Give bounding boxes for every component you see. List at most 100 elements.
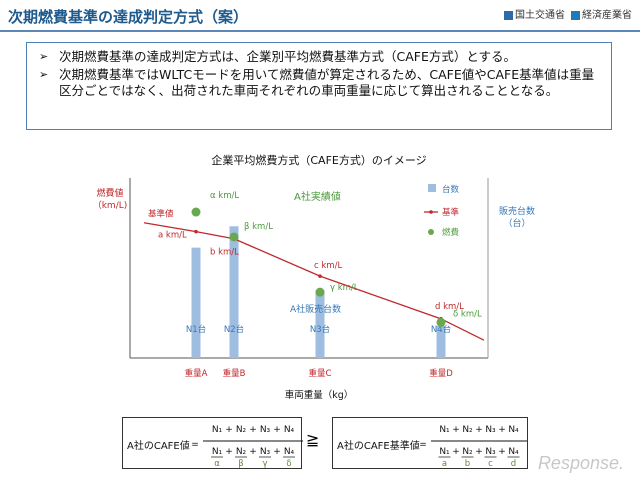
plus-sign: +: [225, 447, 233, 457]
summary-box: ➢ 次期燃費基準の達成判定方式は、企業別平均燃費基準方式（CAFE方式）とする。 …: [26, 42, 612, 130]
cafe-value-formula: A社のCAFE値 = N₁ N₁ α + + N₂ N₂ β + + N₃ N₃ γ + + N₄ N₄ δ: [122, 417, 303, 469]
denominator-term: N₃: [260, 447, 271, 457]
bullet-item: ➢ 次期燃費基準ではWLTCモードを用いて燃費値が算定されるため、CAFE値やCA…: [37, 67, 601, 99]
plus-sign: +: [452, 447, 460, 457]
bullet-item: ➢ 次期燃費基準の達成判定方式は、企業別平均燃費基準方式（CAFE方式）とする。: [37, 49, 601, 65]
plus-sign: +: [475, 425, 483, 435]
plus-sign: +: [249, 447, 257, 457]
plus-sign: +: [475, 447, 483, 457]
x-axis-label: 車両重量（kg）: [285, 389, 354, 401]
denominator-term: N₂: [236, 447, 247, 457]
plus-sign: +: [498, 447, 506, 457]
fuel-point: [191, 207, 201, 217]
legend-bar-swatch: [428, 184, 436, 192]
bullet-text: 次期燃費基準の達成判定方式は、企業別平均燃費基準方式（CAFE方式）とする。: [59, 49, 516, 64]
y-axis-right-label: 販売台数: [499, 205, 535, 217]
greater-equal-sign: ≧: [306, 430, 320, 449]
numerator-term: N₂: [236, 425, 247, 435]
standard-label: a km/L: [158, 231, 187, 241]
header: 次期燃費基準の達成判定方式（案） 国土交通省 経済産業省: [0, 0, 640, 36]
denominator-term: N₁: [439, 447, 450, 457]
numerator-term: N₄: [284, 425, 295, 435]
category-label: 重量A: [185, 368, 208, 379]
bar-label: N3台: [310, 324, 330, 335]
legend-point-swatch: [428, 229, 434, 235]
plus-sign: +: [249, 425, 257, 435]
standard-label: b km/L: [210, 248, 239, 258]
fuel-point-label: γ km/L: [330, 283, 359, 293]
fuel-point-label: β km/L: [244, 222, 273, 232]
meti-logo: 経済産業省: [571, 6, 632, 21]
header-divider: [0, 30, 640, 32]
denominator-divisor: γ: [262, 459, 267, 469]
bar: [436, 325, 446, 358]
company-actual-annotation: A社実績値: [294, 190, 341, 203]
denominator-divisor: c: [488, 459, 493, 469]
plus-sign: +: [273, 447, 281, 457]
fuel-point-label: α km/L: [210, 191, 239, 201]
denominator-term: N₂: [462, 447, 473, 457]
denominator-term: N₁: [212, 447, 223, 457]
denominator-divisor: b: [465, 459, 470, 469]
fuel-point: [229, 232, 239, 242]
denominator-term: N₄: [284, 447, 295, 457]
standard-point: [194, 229, 198, 234]
category-label: 重量C: [309, 368, 332, 379]
standard-label: d km/L: [435, 302, 464, 312]
fuel-point-label: δ km/L: [453, 309, 482, 319]
plus-sign: +: [273, 425, 281, 435]
numerator-term: N₁: [439, 425, 450, 435]
watermark: Response.: [537, 453, 624, 473]
y-axis-label: （km/L): [93, 200, 128, 211]
denominator-divisor: α: [214, 459, 220, 469]
bar-label: N2台: [224, 324, 244, 335]
legend-line-dot: [429, 210, 433, 214]
denominator-divisor: d: [511, 459, 516, 469]
legend-label: 基準: [442, 207, 460, 218]
denominator-divisor: β: [238, 459, 243, 469]
mlit-mark-icon: [504, 10, 513, 20]
bar: [229, 226, 239, 358]
denominator-term: N₄: [508, 447, 519, 457]
company-sales-annotation: A社販売台数: [290, 303, 341, 315]
legend-label: 燃費: [442, 227, 460, 238]
numerator-term: N₃: [260, 425, 271, 435]
bar-label: N1台: [186, 324, 206, 335]
numerator-term: N₂: [462, 425, 473, 435]
fuel-point: [436, 317, 446, 327]
plus-sign: +: [225, 425, 233, 435]
standard-line-label: 基準値: [148, 209, 174, 220]
legend-label: 台数: [442, 184, 460, 195]
page-title: 次期燃費基準の達成判定方式（案）: [8, 8, 249, 26]
standard-point: [318, 274, 322, 278]
plus-sign: +: [498, 425, 506, 435]
standard-line: [143, 222, 485, 341]
formula-label: A社のCAFE基準値: [337, 441, 420, 452]
arrow-bullet-icon: ➢: [39, 68, 49, 81]
category-label: 重量D: [429, 368, 453, 379]
bar: [315, 290, 325, 358]
chart-title: 企業平均燃費方式（CAFE方式）のイメージ: [211, 153, 426, 167]
equals-sign: =: [419, 440, 427, 450]
mlit-logo: 国土交通省: [504, 6, 565, 21]
ministry-logos: 国土交通省 経済産業省: [504, 6, 632, 21]
numerator-term: N₃: [485, 425, 496, 435]
meti-mark-icon: [571, 10, 580, 20]
bar: [191, 247, 201, 358]
numerator-term: N₄: [508, 425, 519, 435]
mlit-label: 国土交通省: [515, 10, 565, 21]
denominator-divisor: a: [442, 459, 447, 469]
bar-label: N4台: [431, 324, 451, 335]
plus-sign: +: [452, 425, 460, 435]
meti-label: 経済産業省: [582, 10, 632, 21]
equals-sign: =: [191, 440, 199, 450]
fuel-point: [315, 287, 325, 297]
formula-label: A社のCAFE値: [127, 441, 190, 452]
denominator-divisor: δ: [286, 459, 291, 469]
standard-label: c km/L: [314, 261, 342, 271]
arrow-bullet-icon: ➢: [39, 50, 49, 63]
y-axis-right-label: （台）: [503, 217, 530, 229]
denominator-term: N₃: [485, 447, 496, 457]
